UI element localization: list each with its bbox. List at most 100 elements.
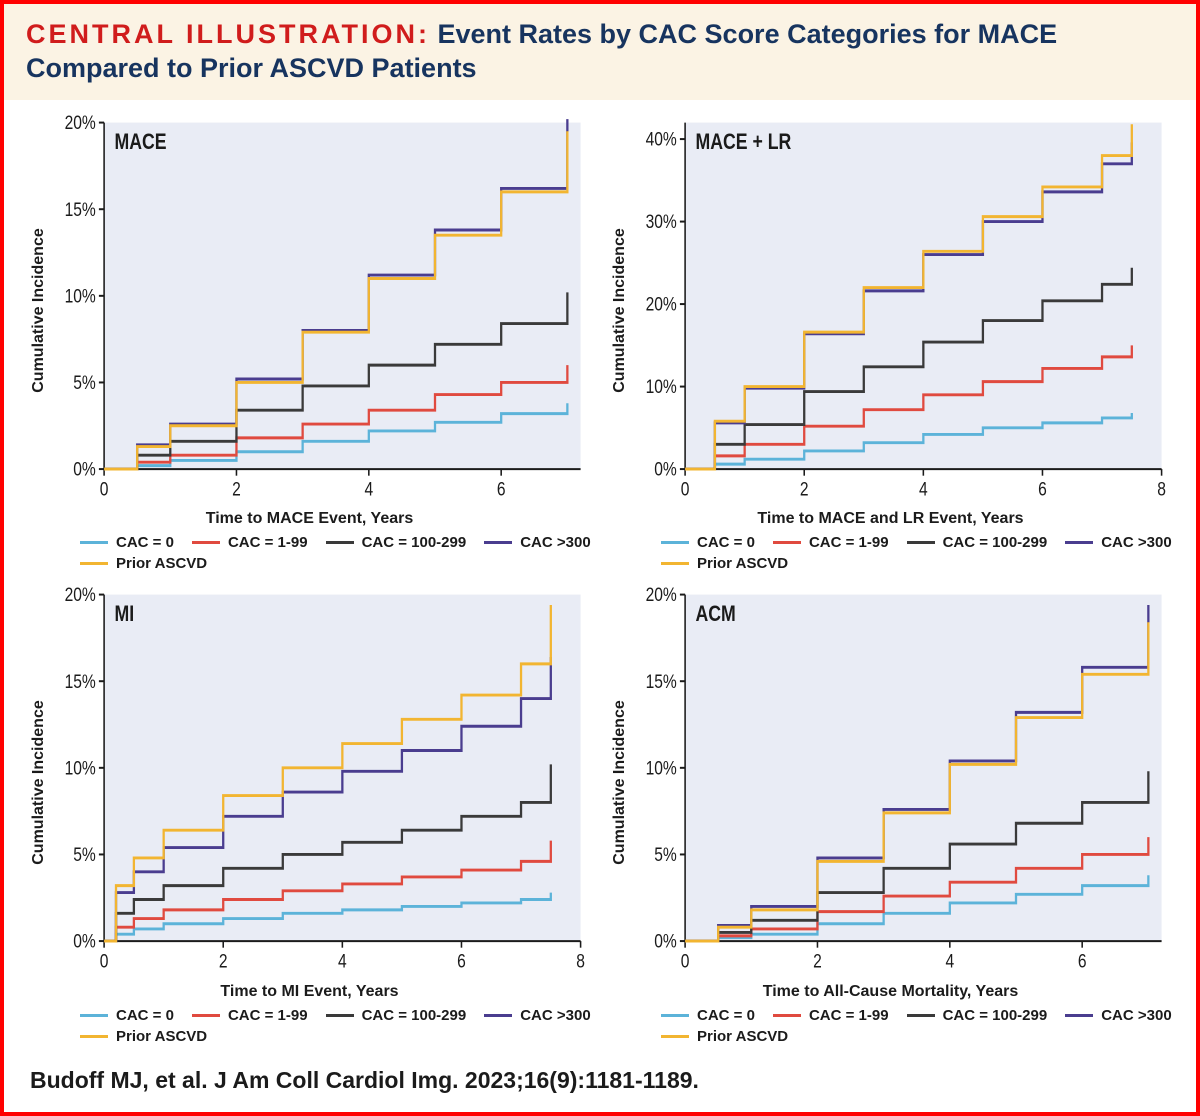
- legend-label: CAC = 100-299: [362, 1007, 467, 1024]
- legend-label: CAC = 1-99: [809, 534, 889, 551]
- svg-text:0%: 0%: [654, 930, 677, 952]
- legend-item-cac0: CAC = 0: [80, 1007, 174, 1024]
- x-axis-label: Time to MACE and LR Event, Years: [609, 508, 1172, 528]
- header-prefix: CENTRAL ILLUSTRATION:: [26, 19, 430, 49]
- legend-label: Prior ASCVD: [697, 555, 788, 572]
- legend-swatch: [907, 541, 935, 544]
- legend-label: CAC = 0: [116, 534, 174, 551]
- svg-text:30%: 30%: [646, 210, 677, 232]
- legend-swatch: [80, 1035, 108, 1038]
- legend-item-cac0: CAC = 0: [80, 534, 174, 551]
- svg-text:6: 6: [1078, 950, 1087, 972]
- legend-item-cac1_99: CAC = 1-99: [773, 1007, 889, 1024]
- svg-text:10%: 10%: [646, 375, 677, 397]
- chart-legend: CAC = 0 CAC = 1-99 CAC = 100-299 CAC >300 Pr…: [609, 528, 1172, 572]
- legend-label: Prior ASCVD: [116, 555, 207, 572]
- legend-item-ascvd: Prior ASCVD: [80, 1028, 207, 1045]
- legend-swatch: [773, 541, 801, 544]
- legend-item-cac300: CAC >300: [1065, 534, 1171, 551]
- illustration-frame: CENTRAL ILLUSTRATION: Event Rates by CAC…: [0, 0, 1200, 1116]
- svg-text:2: 2: [800, 477, 809, 499]
- legend-item-cac300: CAC >300: [1065, 1007, 1171, 1024]
- legend-item-ascvd: Prior ASCVD: [661, 555, 788, 572]
- svg-text:8: 8: [576, 950, 585, 972]
- legend-swatch: [326, 1014, 354, 1017]
- panel-title: MI: [115, 602, 135, 626]
- legend-label: CAC = 100-299: [362, 534, 467, 551]
- y-axis-label: Cumulative Incidence: [609, 584, 631, 981]
- legend-swatch: [661, 562, 689, 565]
- legend-item-ascvd: Prior ASCVD: [80, 555, 207, 572]
- svg-text:2: 2: [813, 950, 822, 972]
- svg-text:4: 4: [919, 477, 928, 499]
- panel-title: MACE + LR: [696, 130, 792, 154]
- charts-grid: Cumulative Incidence0%5%10%15%20%0246MAC…: [4, 100, 1196, 1054]
- plot-area: 0%10%20%30%40%02468MACE + LR: [631, 112, 1172, 509]
- svg-text:0: 0: [100, 477, 109, 499]
- x-axis-label: Time to MI Event, Years: [28, 981, 591, 1001]
- chart-legend: CAC = 0 CAC = 1-99 CAC = 100-299 CAC >300 Pr…: [28, 1001, 591, 1045]
- svg-text:0%: 0%: [654, 457, 677, 479]
- panel-title: ACM: [696, 602, 736, 626]
- legend-swatch: [484, 1014, 512, 1017]
- legend-swatch: [1065, 541, 1093, 544]
- legend-swatch: [80, 562, 108, 565]
- header-block: CENTRAL ILLUSTRATION: Event Rates by CAC…: [4, 4, 1196, 100]
- legend-swatch: [661, 1014, 689, 1017]
- legend-item-cac100_299: CAC = 100-299: [907, 534, 1048, 551]
- svg-text:5%: 5%: [654, 844, 677, 866]
- legend-label: CAC = 0: [697, 1007, 755, 1024]
- svg-text:10%: 10%: [65, 757, 96, 779]
- svg-text:20%: 20%: [65, 584, 96, 606]
- legend-label: CAC = 1-99: [228, 534, 308, 551]
- legend-item-cac1_99: CAC = 1-99: [192, 534, 308, 551]
- legend-label: CAC >300: [520, 1007, 590, 1024]
- legend-item-cac100_299: CAC = 100-299: [326, 534, 467, 551]
- svg-text:20%: 20%: [646, 292, 677, 314]
- legend-swatch: [326, 541, 354, 544]
- svg-text:4: 4: [364, 477, 373, 499]
- svg-text:5%: 5%: [73, 371, 96, 393]
- y-axis-label: Cumulative Incidence: [28, 584, 50, 981]
- legend-label: Prior ASCVD: [116, 1028, 207, 1045]
- legend-label: CAC = 100-299: [943, 534, 1048, 551]
- svg-text:10%: 10%: [65, 284, 96, 306]
- svg-text:40%: 40%: [646, 127, 677, 149]
- svg-text:0: 0: [681, 477, 690, 499]
- legend-swatch: [192, 1014, 220, 1017]
- svg-text:10%: 10%: [646, 757, 677, 779]
- svg-text:15%: 15%: [646, 670, 677, 692]
- legend-label: CAC = 1-99: [809, 1007, 889, 1024]
- svg-text:0: 0: [681, 950, 690, 972]
- legend-label: CAC >300: [1101, 1007, 1171, 1024]
- legend-swatch: [484, 541, 512, 544]
- legend-swatch: [661, 1035, 689, 1038]
- chart-panel-mace_lr: Cumulative Incidence0%10%20%30%40%02468M…: [609, 112, 1172, 573]
- legend-swatch: [773, 1014, 801, 1017]
- svg-text:4: 4: [945, 950, 954, 972]
- legend-item-cac100_299: CAC = 100-299: [907, 1007, 1048, 1024]
- legend-item-cac1_99: CAC = 1-99: [773, 534, 889, 551]
- legend-swatch: [1065, 1014, 1093, 1017]
- legend-swatch: [192, 541, 220, 544]
- y-axis-label: Cumulative Incidence: [28, 112, 50, 509]
- x-axis-label: Time to MACE Event, Years: [28, 508, 591, 528]
- legend-label: CAC = 100-299: [943, 1007, 1048, 1024]
- plot-area: 0%5%10%15%20%0246MACE: [50, 112, 591, 509]
- legend-label: CAC = 0: [116, 1007, 174, 1024]
- legend-item-cac0: CAC = 0: [661, 534, 755, 551]
- panel-title: MACE: [115, 130, 167, 154]
- svg-text:2: 2: [219, 950, 228, 972]
- legend-swatch: [80, 1014, 108, 1017]
- legend-label: CAC = 1-99: [228, 1007, 308, 1024]
- chart-legend: CAC = 0CAC = 1-99CAC = 100-299CAC >300Pr…: [28, 528, 591, 572]
- legend-item-cac0: CAC = 0: [661, 1007, 755, 1024]
- legend-item-ascvd: Prior ASCVD: [661, 1028, 788, 1045]
- chart-panel-acm: Cumulative Incidence0%5%10%15%20%0246ACM…: [609, 584, 1172, 1045]
- svg-text:8: 8: [1157, 477, 1166, 499]
- header-title: CENTRAL ILLUSTRATION: Event Rates by CAC…: [26, 18, 1174, 86]
- svg-text:15%: 15%: [65, 670, 96, 692]
- legend-swatch: [661, 541, 689, 544]
- chart-panel-mace: Cumulative Incidence0%5%10%15%20%0246MAC…: [28, 112, 591, 573]
- svg-text:2: 2: [232, 477, 241, 499]
